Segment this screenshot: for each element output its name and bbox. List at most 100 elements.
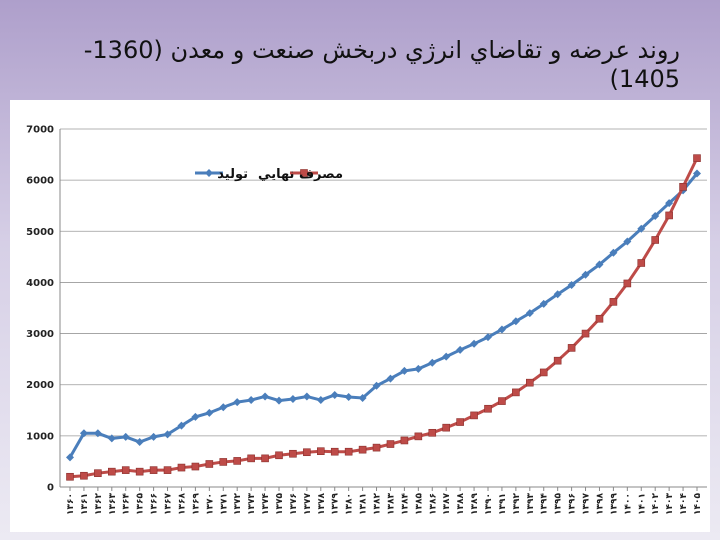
point [581,329,590,338]
point [149,466,158,474]
point [553,356,562,365]
x-tick-label: ۱۳۷۹ [331,493,341,515]
point [539,368,548,377]
x-tick-label: ۱۳۶۵ [136,493,146,515]
point [651,236,660,244]
point [80,471,88,480]
point [651,211,660,220]
point [303,448,311,457]
x-tick-label: ۱۳۸۰ [345,493,355,515]
point [609,298,618,306]
point [261,392,270,401]
point [302,392,311,401]
y-tick-label: 6000 [26,176,54,187]
point [525,309,534,318]
x-tick-label: ۱۳۸۱ [359,493,369,515]
point [498,397,506,405]
x-tick-label: ۱۳۹۶ [568,493,578,515]
point [637,224,646,233]
x-tick-label: ۱۳۶۲ [94,493,104,515]
x-tick-label: ۱۳۷۱ [219,493,229,515]
y-tick-label: 1000 [26,431,54,442]
point [177,421,186,430]
x-tick-label: ۱۳۸۵ [414,493,424,515]
point [456,345,465,354]
point [470,339,479,348]
point [665,199,674,208]
x-tick-label: ۱۳۹۴ [540,493,550,515]
point [567,344,576,352]
point [330,447,339,456]
point [66,472,74,481]
point [94,469,102,477]
point [205,460,214,468]
x-tick-label: ۱۳۷۶ [289,493,299,515]
x-tick-label: ۱۳۷۳ [247,493,257,515]
legend-label: مصرف نهايي [258,167,343,182]
point [484,404,492,413]
point [358,445,367,454]
point [428,428,437,437]
x-tick-label: ۱۳۸۳ [386,493,396,515]
point [191,412,200,421]
point [442,352,451,361]
x-tick-label: ۱۳۹۵ [554,493,564,515]
point [609,248,618,257]
point [386,440,395,448]
x-tick-label: ۱۳۹۹ [609,493,619,515]
x-tick-label: ۱۳۷۰ [205,493,215,515]
point [665,211,673,220]
point [372,443,381,452]
point [525,378,534,387]
point [553,290,562,299]
point [400,366,409,375]
x-tick-label: ۱۳۸۹ [470,493,480,515]
x-tick-label: ۱۴۰۴ [679,493,689,515]
y-tick-label: 5000 [26,227,54,238]
point [344,392,353,401]
point [275,396,283,405]
point [219,458,228,466]
x-tick-label: ۱۳۶۸ [177,493,187,515]
point [66,453,74,462]
slide-title: روند عرضه و تقاضاي انرژي دربخش صنعت و مع… [83,36,680,93]
x-tick-label: ۱۳۹۸ [595,493,605,515]
point [693,169,701,178]
point [316,396,325,405]
point [233,398,242,407]
point [386,374,395,383]
x-tick-label: ۱۴۰۱ [637,493,647,515]
point [679,182,687,191]
point [358,394,367,403]
x-tick-label: ۱۴۰۳ [665,493,675,515]
point [456,418,464,426]
point [372,381,381,390]
y-tick-label: 0 [47,483,54,494]
point [484,333,492,342]
y-tick-label: 7000 [26,125,54,136]
point [567,280,576,289]
series-line [69,157,699,479]
x-tick-label: ۱۳۶۳ [108,493,118,515]
chart-box: 0 1000 2000 3000 4000 5000 6000 7000 ۱۳۶۰ ۱۳۶۱ ۱۳۶… [10,100,710,532]
point [108,467,116,476]
point [428,358,437,367]
point [330,390,339,399]
y-tick-label: 3000 [26,329,54,340]
point [623,237,632,246]
point [163,430,172,439]
x-tick-label: ۱۳۹۱ [498,493,508,515]
point [261,454,269,463]
x-tick-label: ۱۳۷۸ [317,493,327,515]
point [205,408,214,417]
point [135,467,144,476]
point [511,317,520,326]
x-tick-label: ۱۳۶۴ [122,493,132,515]
point [470,411,478,420]
point [247,454,255,463]
x-tick-label: ۱۳۹۲ [512,493,522,515]
y-tick-label: 4000 [26,278,54,289]
point [414,364,423,373]
x-tick-label: ۱۴۰۵ [693,493,703,515]
